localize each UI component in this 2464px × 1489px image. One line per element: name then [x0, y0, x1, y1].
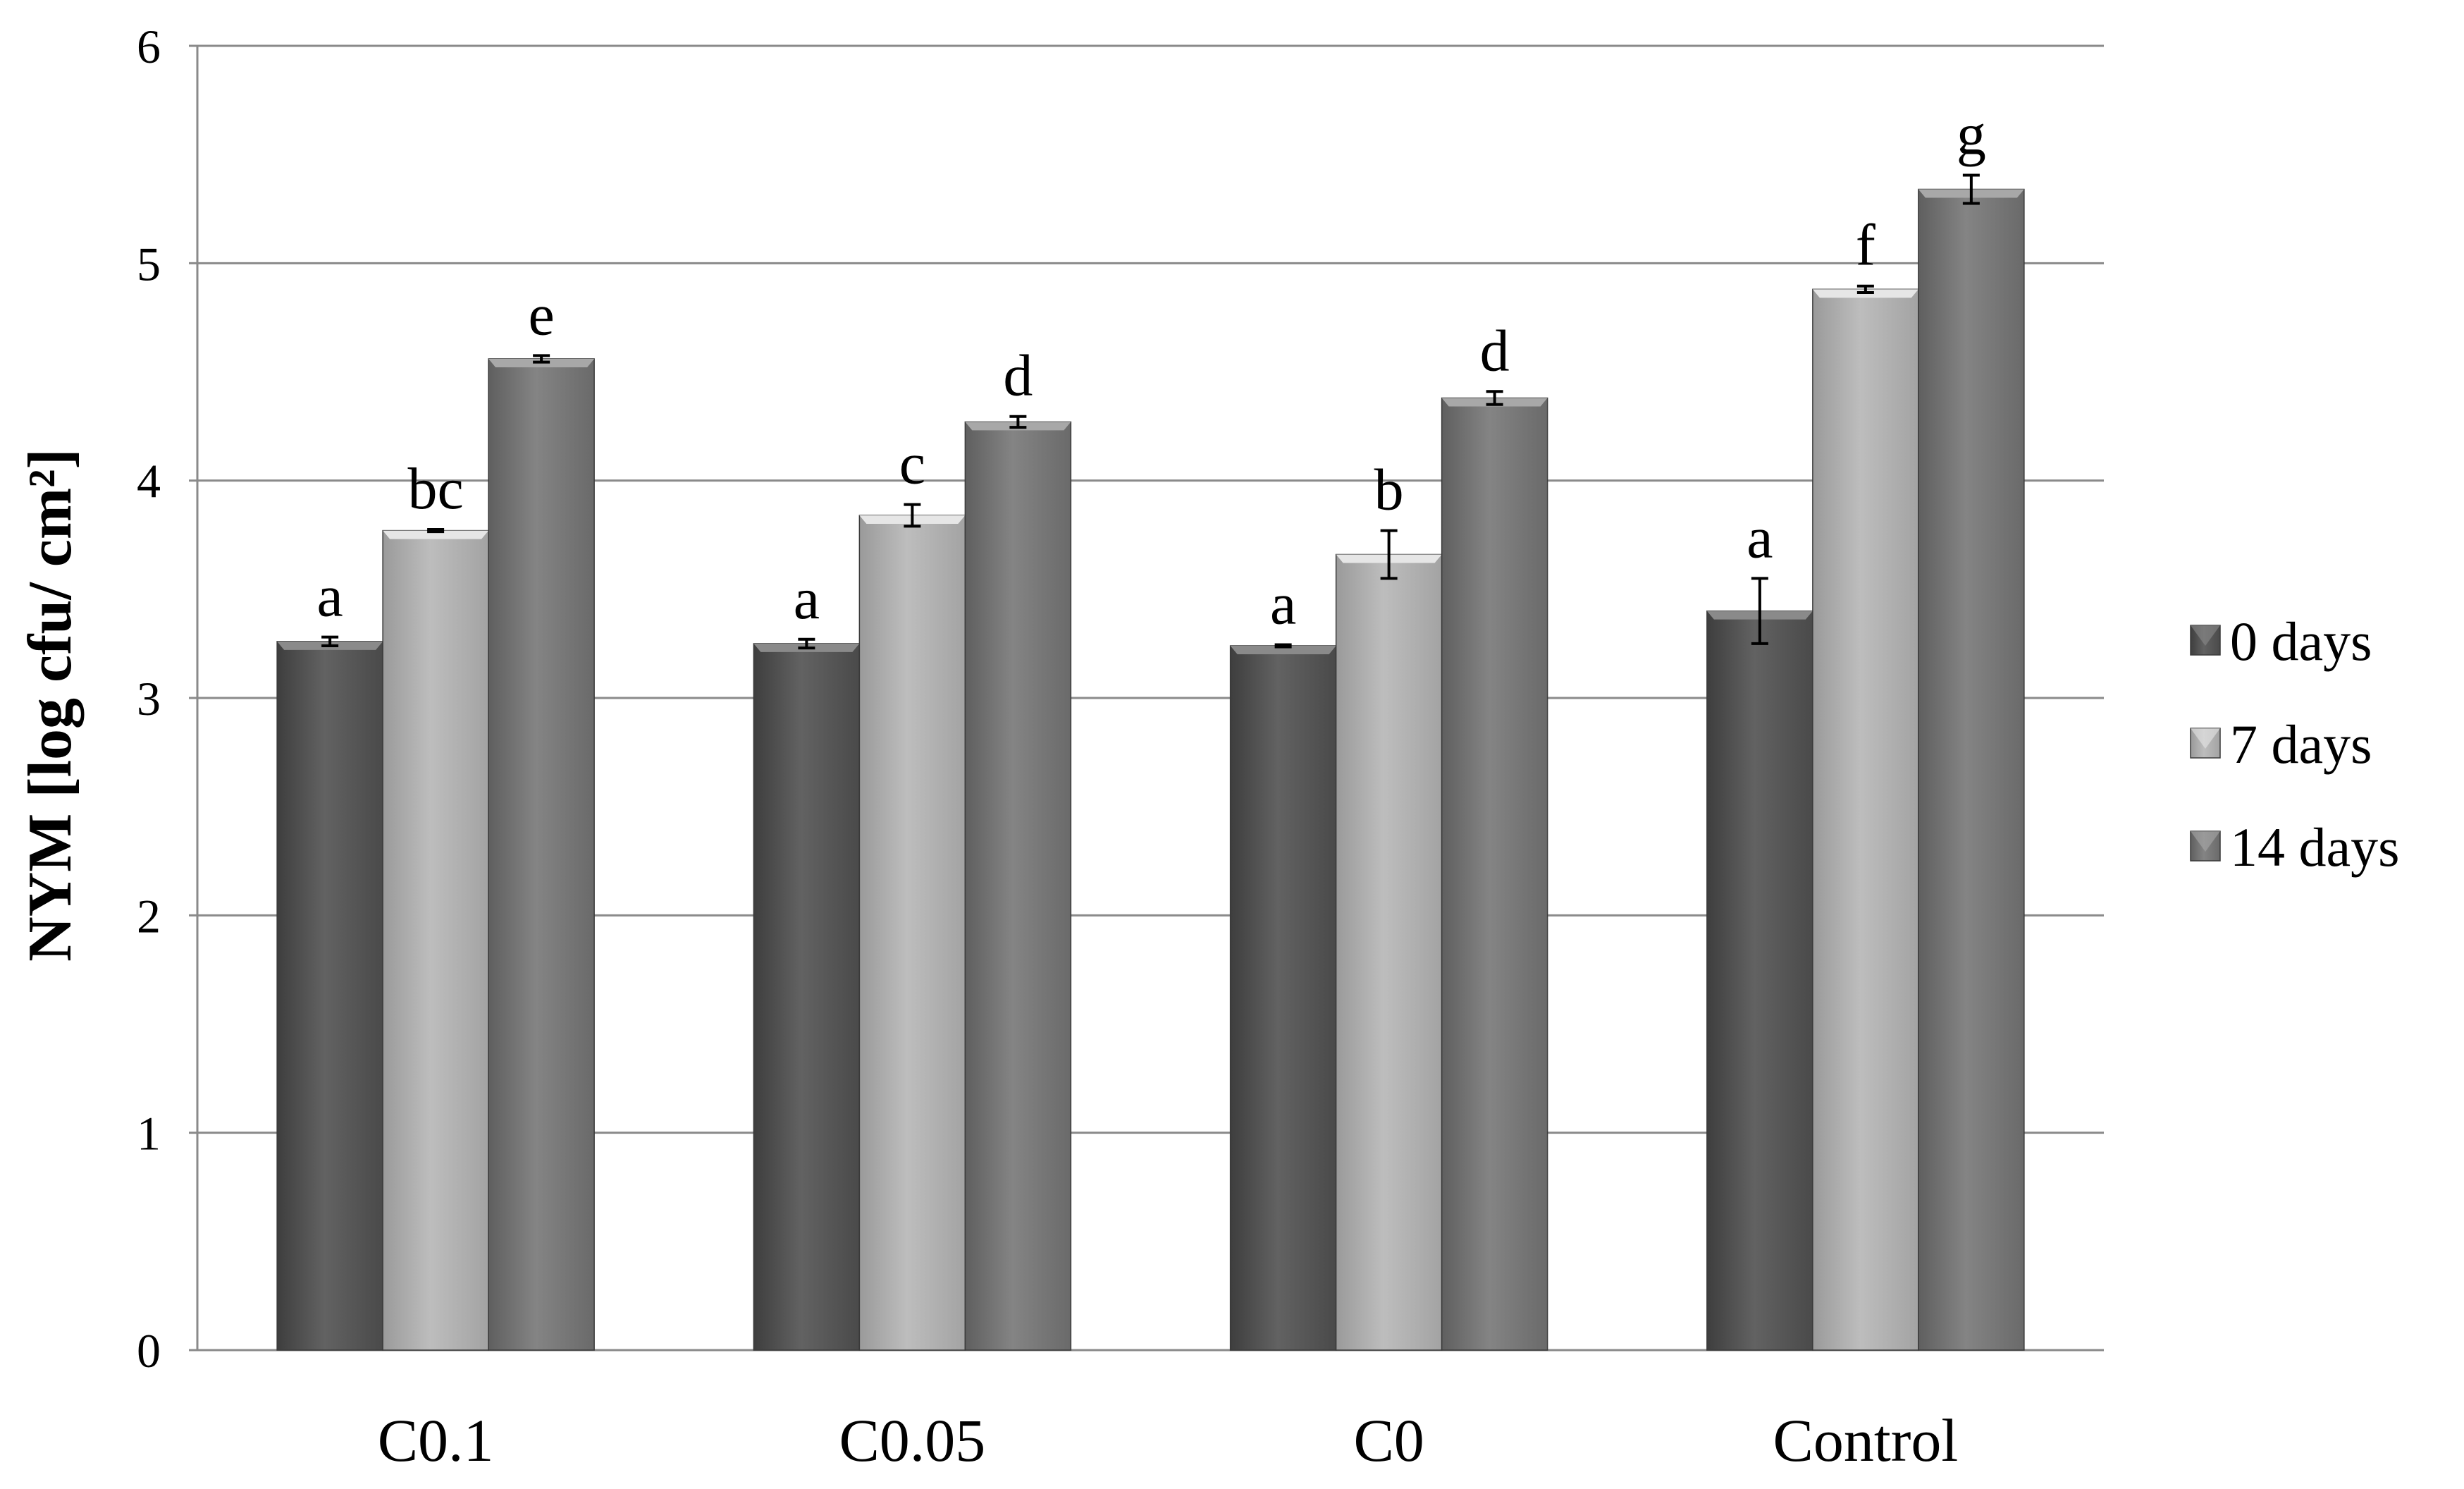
- legend-entry: 7 days: [2230, 713, 2372, 775]
- bar-7-days-C0.05: [858, 515, 966, 1351]
- bar-significance-label: a: [1747, 505, 1773, 570]
- bar-significance-label: d: [1003, 343, 1033, 409]
- bar-bevel: [1230, 646, 1336, 654]
- x-category-label: C0: [1353, 1407, 1424, 1474]
- y-tick-label: 5: [137, 237, 161, 290]
- y-tick-label: 6: [137, 20, 161, 73]
- bar-14-days-C0.05: [964, 421, 1072, 1351]
- bar-7-days-C0.1: [382, 529, 489, 1351]
- legend-swatch-bevel: [2191, 728, 2220, 749]
- bar-significance-label: a: [794, 566, 820, 632]
- x-category-label: C0.1: [378, 1407, 494, 1474]
- x-category-label: Control: [1773, 1407, 1958, 1474]
- y-tick-label: 2: [137, 889, 161, 943]
- x-axis-categories: C0.1 C0.05 C0 Control: [378, 1407, 1959, 1474]
- bar-significance-label: bc: [407, 456, 463, 522]
- y-tick-label: 4: [137, 455, 161, 508]
- bar-significance-label: c: [899, 431, 925, 497]
- bar-bevel: [383, 530, 489, 539]
- bar-0-days-Control: [1706, 610, 1813, 1351]
- bar-0-days-C0.1: [276, 641, 383, 1351]
- bar-14-days-C0: [1441, 397, 1548, 1351]
- y-tick-label: 3: [137, 672, 161, 725]
- bar-14-days-Control: [1918, 188, 2025, 1351]
- bar-significance-label: g: [1957, 102, 1986, 167]
- bar-significance-label: f: [1856, 213, 1875, 278]
- legend-entry: 0 days: [2230, 611, 2372, 672]
- bar-7-days-Control: [1812, 288, 1919, 1351]
- legend-entry: 14 days: [2230, 816, 2399, 878]
- bar-0-days-C0: [1229, 645, 1337, 1351]
- bar-14-days-C0.1: [488, 358, 595, 1351]
- legend-swatch-bevel: [2191, 831, 2220, 852]
- bar-significance-label: a: [1270, 571, 1296, 637]
- bar-significance-label: a: [316, 564, 343, 630]
- legend-swatch-bevel: [2191, 625, 2220, 646]
- legend: 0 days 7 days 14 days: [2190, 611, 2399, 878]
- y-tick-label: 1: [137, 1107, 161, 1160]
- bar-significance-label: b: [1374, 458, 1404, 523]
- bar-0-days-C0.05: [753, 643, 861, 1351]
- bar-significance-label: e: [528, 282, 554, 348]
- y-tick-label: 0: [137, 1324, 161, 1378]
- bar-7-days-C0: [1335, 553, 1443, 1351]
- x-category-label: C0.05: [839, 1407, 985, 1474]
- y-axis-label: NYM [log cfu/ cm²]: [16, 448, 85, 962]
- bar-significance-label: d: [1480, 318, 1510, 384]
- y-axis-ticks: 0 1 2 3 4 5 6: [137, 20, 161, 1378]
